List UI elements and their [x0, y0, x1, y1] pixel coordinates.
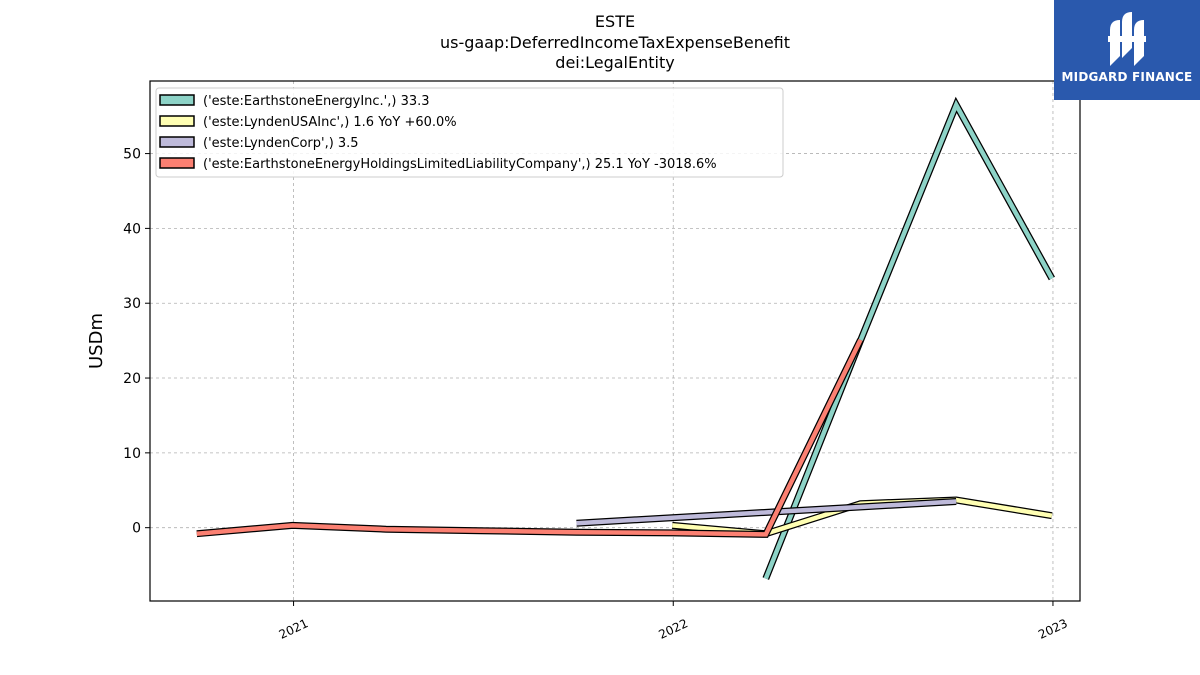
- y-tick-label: 10: [123, 446, 141, 462]
- title-line-1: ESTE: [595, 12, 635, 31]
- series-stroke: [576, 499, 957, 526]
- logo-text: MIDGARD FINANCE: [1061, 70, 1193, 84]
- title-line-3: dei:LegalEntity: [555, 53, 674, 72]
- legend-label: ('este:EarthstoneEnergyInc.',) 33.3: [203, 94, 430, 109]
- legend-item-4: ('este:EarthstoneEnergyHoldingsLimitedLi…: [159, 157, 717, 172]
- y-tick-label: 20: [123, 371, 141, 387]
- y-axis-label: USDm: [86, 313, 107, 369]
- y-tick-label: 50: [123, 147, 141, 163]
- series-outline: [196, 338, 864, 538]
- legend-label: ('este:EarthstoneEnergyHoldingsLimitedLi…: [203, 157, 717, 172]
- series-line-3: [576, 498, 957, 527]
- legend-frame: [155, 87, 784, 178]
- legend-swatch: [159, 157, 195, 169]
- series-lines: [196, 96, 1055, 580]
- x-tick-label: 2022: [656, 616, 690, 642]
- y-tick-label: 30: [123, 296, 141, 312]
- title-line-2: us-gaap:DeferredIncomeTaxExpenseBenefit: [440, 33, 790, 52]
- legend-swatch: [159, 136, 195, 148]
- legend-swatch: [159, 94, 195, 106]
- logo-mark-icon: [1108, 12, 1146, 66]
- x-tick-label: 2023: [1036, 616, 1070, 642]
- legend-item-2: ('este:LyndenUSAInc',) 1.6 YoY +60.0%: [159, 115, 457, 130]
- series-line-4: [196, 338, 864, 538]
- brand-logo: MIDGARD FINANCE: [1054, 0, 1200, 100]
- legend: ('este:EarthstoneEnergyInc.',) 33.3 ('est…: [155, 87, 784, 178]
- chart-title: ESTE us-gaap:DeferredIncomeTaxExpenseBen…: [440, 12, 790, 72]
- series-line-1: [762, 96, 1055, 580]
- series-stroke: [196, 338, 863, 537]
- legend-swatch: [159, 115, 195, 127]
- y-axis-ticks: 0 10 20 30 40 50: [123, 147, 150, 537]
- x-axis-ticks: 2021 2022 2023: [277, 601, 1070, 642]
- x-tick-label: 2021: [277, 616, 311, 642]
- plot-frame: [149, 80, 1081, 602]
- series-stroke: [763, 99, 1054, 580]
- y-tick-label: 40: [123, 221, 141, 237]
- y-tick-label: 0: [132, 521, 141, 537]
- legend-item-1: ('este:EarthstoneEnergyInc.',) 33.3: [159, 94, 430, 109]
- legend-label: ('este:LyndenCorp',) 3.5: [203, 136, 359, 151]
- legend-item-3: ('este:LyndenCorp',) 3.5: [159, 136, 359, 151]
- legend-label: ('este:LyndenUSAInc',) 1.6 YoY +60.0%: [203, 115, 457, 130]
